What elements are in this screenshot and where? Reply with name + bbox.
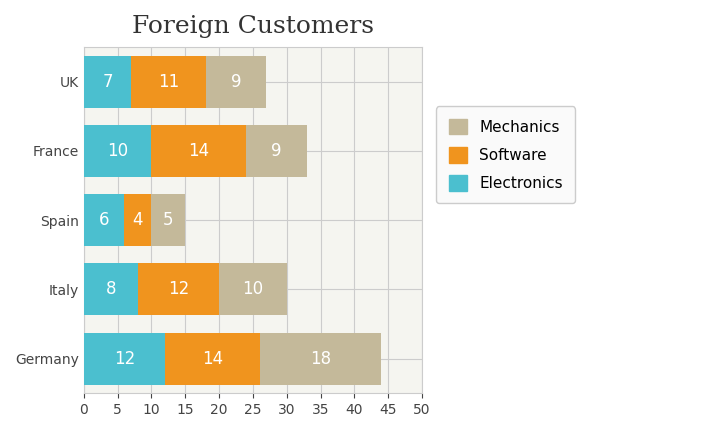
Text: 5: 5 bbox=[163, 211, 173, 229]
Bar bbox=[83, 56, 131, 108]
Bar bbox=[165, 333, 260, 384]
Text: 6: 6 bbox=[99, 211, 109, 229]
Bar bbox=[152, 125, 246, 177]
Text: 9: 9 bbox=[231, 73, 241, 91]
Text: 12: 12 bbox=[114, 349, 135, 368]
Text: 8: 8 bbox=[106, 280, 116, 299]
Bar bbox=[219, 264, 286, 315]
Bar bbox=[260, 333, 381, 384]
Text: 11: 11 bbox=[157, 73, 179, 91]
Bar bbox=[152, 194, 185, 246]
Bar bbox=[124, 194, 152, 246]
Text: 7: 7 bbox=[102, 73, 112, 91]
Text: 18: 18 bbox=[310, 349, 331, 368]
Text: 4: 4 bbox=[133, 211, 143, 229]
Text: 10: 10 bbox=[242, 280, 263, 299]
Bar bbox=[131, 56, 205, 108]
Text: 10: 10 bbox=[107, 142, 128, 160]
Legend: Mechanics, Software, Electronics: Mechanics, Software, Electronics bbox=[436, 106, 575, 203]
Bar bbox=[83, 333, 165, 384]
Bar bbox=[83, 125, 152, 177]
Bar bbox=[246, 125, 307, 177]
Title: Foreign Customers: Foreign Customers bbox=[132, 15, 374, 38]
Text: 9: 9 bbox=[271, 142, 282, 160]
Bar bbox=[205, 56, 266, 108]
Bar bbox=[83, 264, 138, 315]
Text: 14: 14 bbox=[202, 349, 223, 368]
Bar bbox=[83, 194, 124, 246]
Bar bbox=[138, 264, 219, 315]
Text: 12: 12 bbox=[167, 280, 189, 299]
Text: 14: 14 bbox=[188, 142, 210, 160]
